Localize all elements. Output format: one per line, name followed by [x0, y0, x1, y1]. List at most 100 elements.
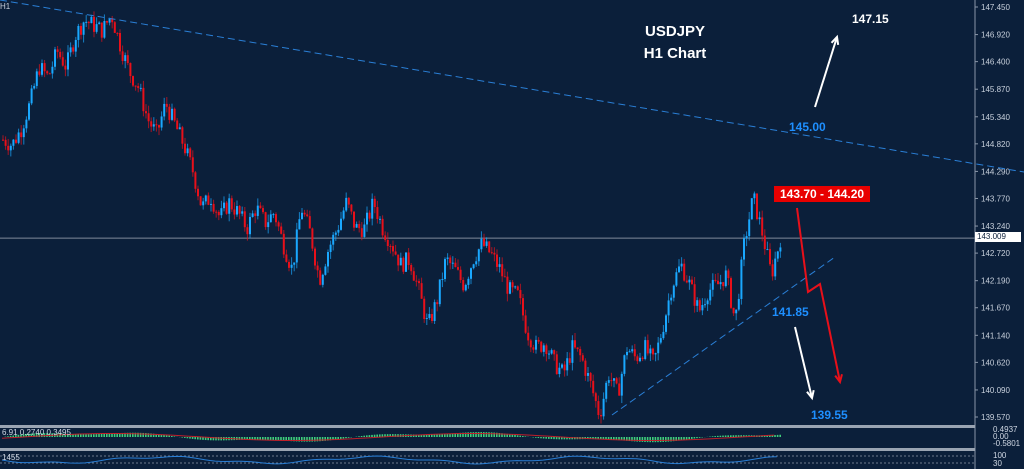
macd-bar	[345, 437, 347, 439]
candle-body	[698, 300, 701, 311]
macd-bar	[215, 437, 217, 441]
candle-body	[756, 193, 758, 220]
candle-body	[472, 264, 475, 269]
candle-body	[108, 18, 111, 23]
macd-bar	[433, 434, 436, 437]
candle-body	[308, 216, 311, 229]
macd-bar	[462, 432, 464, 437]
macd-bar	[327, 437, 329, 441]
macd-bar	[251, 437, 254, 440]
macd-bar	[95, 434, 98, 437]
macd-bar	[540, 437, 542, 439]
candle-body	[113, 22, 116, 33]
macd-bar	[30, 433, 33, 437]
macd-bar	[90, 434, 92, 437]
candle-body	[750, 198, 753, 220]
y-tick-label: 143.770	[981, 194, 1010, 203]
macd-bar	[691, 437, 693, 439]
candle-body	[714, 279, 717, 281]
candle-body	[659, 338, 662, 343]
candle-body	[529, 340, 532, 348]
candle-body	[2, 139, 4, 141]
macd-bar	[633, 437, 636, 442]
candle-body	[717, 280, 719, 285]
candle-body	[535, 339, 537, 350]
candle-body	[85, 21, 88, 23]
macd-bar	[61, 433, 64, 437]
macd-bar	[163, 434, 165, 437]
candle-body	[327, 251, 329, 267]
candle-body	[402, 257, 405, 272]
candle-body	[753, 193, 756, 199]
candle-body	[340, 218, 342, 230]
candle-body	[181, 127, 184, 144]
candle-body	[28, 103, 30, 120]
chart-title: USDJPY H1 Chart	[620, 21, 730, 65]
candle-body	[433, 302, 436, 321]
candle-body	[399, 257, 402, 266]
y-tick-label: 144.820	[981, 140, 1010, 149]
candle-body	[119, 33, 121, 52]
macd-bar	[293, 437, 295, 442]
macd-bar	[108, 433, 111, 437]
macd-bar	[628, 437, 631, 442]
macd-bar	[766, 435, 768, 437]
macd-bar	[376, 434, 378, 437]
macd-bar	[618, 437, 620, 441]
macd-bar	[678, 437, 680, 441]
candle-body	[171, 108, 173, 120]
macd-bar	[100, 433, 103, 437]
macd-bar	[212, 437, 215, 441]
candle-body	[623, 355, 626, 374]
candle-body	[761, 217, 764, 236]
candle-body	[488, 241, 491, 253]
resistance-zone-badge: 143.70 - 144.20	[774, 186, 871, 202]
candle-body	[550, 350, 553, 354]
candle-body	[61, 57, 64, 66]
macd-bar	[485, 432, 488, 437]
macd-bar	[675, 437, 677, 441]
candle-body	[30, 88, 33, 104]
y-tick-label: 140.620	[981, 358, 1010, 367]
macd-bar	[626, 437, 628, 441]
candle-body	[371, 198, 374, 219]
macd-bar	[610, 437, 612, 440]
macd-bar	[459, 432, 462, 437]
macd-bar	[332, 437, 334, 440]
ascending-trendline	[611, 256, 836, 416]
candle-body	[558, 367, 561, 375]
candle-body	[9, 145, 12, 151]
candle-body	[4, 139, 7, 146]
macd-bar	[116, 433, 118, 437]
candle-body	[561, 364, 563, 368]
candle-body	[693, 284, 696, 306]
macd-bar	[472, 432, 475, 437]
macd-bar	[670, 437, 672, 442]
macd-bar	[412, 434, 415, 437]
macd-bar	[160, 434, 163, 437]
timeframe-title: H1 Chart	[643, 45, 707, 62]
macd-bar	[501, 433, 503, 437]
candle-body	[347, 197, 350, 205]
macd-bar	[605, 437, 607, 440]
candle-body	[394, 251, 397, 255]
macd-bar	[451, 433, 454, 437]
macd-bar	[737, 435, 740, 437]
candle-body	[688, 279, 691, 283]
candle-body	[470, 268, 472, 279]
candle-body	[436, 302, 439, 305]
candle-body	[490, 252, 493, 254]
candle-body	[223, 202, 225, 209]
symbol-label: USDJPY	[644, 23, 706, 40]
macd-bar	[735, 435, 737, 437]
macd-bar	[743, 435, 745, 437]
macd-bar	[683, 437, 685, 440]
macd-bar	[561, 437, 563, 440]
macd-bar	[17, 434, 20, 437]
candle-body	[524, 315, 527, 333]
candle-body	[665, 315, 667, 332]
target-down-label: 139.55	[811, 408, 848, 422]
candle-body	[280, 226, 283, 234]
macd-bar	[563, 437, 566, 440]
